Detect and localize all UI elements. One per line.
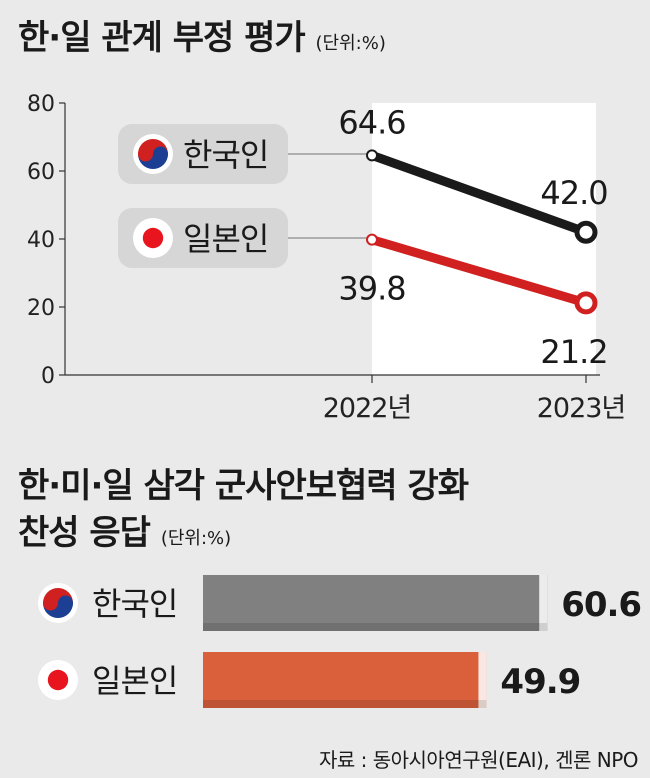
y-tick-label: 80 (27, 92, 55, 117)
japan-flag-icon (38, 660, 78, 700)
y-tick-label: 20 (27, 296, 55, 321)
bar-value-label: 60.6 (561, 585, 641, 625)
data-label: 42.0 (540, 174, 607, 212)
x-tick-label: 2022년 (323, 393, 412, 424)
series-point (574, 291, 598, 315)
y-tick-label: 0 (41, 364, 55, 389)
bar-chart-title-line2: 찬성 응답 (단위:%) (18, 505, 231, 554)
bar-chart-title-line1: 한·미·일 삼각 군사안보협력 강화 (18, 466, 469, 506)
bar-value-label: 49.9 (500, 662, 580, 702)
data-label: 39.8 (338, 270, 405, 308)
y-tick-label: 40 (27, 228, 55, 253)
bar-shadow (203, 700, 487, 708)
japan-flag-icon (133, 218, 173, 258)
x-tick-label: 2023년 (537, 393, 626, 424)
data-label: 64.6 (338, 103, 405, 141)
bar (203, 575, 548, 631)
bar (203, 652, 487, 708)
bar-chart-unit: (단위:%) (160, 528, 232, 549)
legend-label: 일본인 (183, 220, 268, 258)
line-chart-unit: (단위:%) (315, 33, 386, 54)
bar-chart-title-line2-text: 찬성 응답 (18, 513, 151, 553)
korea-flag-icon (38, 583, 78, 623)
line-chart: 0 20 40 60 80 2022년 2023년 한국인 64.6 42.0 일본인 39.8 21.… (27, 92, 626, 424)
legend-label: 한국인 (183, 136, 268, 174)
bar-end-highlight (539, 575, 548, 631)
series-line (367, 235, 591, 308)
korea-flag-icon (133, 134, 173, 174)
line-chart-title-text: 한·일 관계 부정 평가 (18, 18, 306, 58)
bar-category-label: 한국인 (92, 585, 177, 623)
line-chart-title: 한·일 관계 부정 평가 (단위:%) (18, 10, 386, 59)
bar-category-label: 일본인 (92, 662, 177, 700)
bar-shadow (203, 623, 548, 631)
y-tick-label: 60 (27, 160, 55, 185)
series-point (366, 233, 378, 246)
series-point (574, 220, 598, 244)
series-line (367, 150, 591, 237)
series-point (366, 149, 378, 162)
data-label: 21.2 (540, 333, 607, 371)
bar-end-highlight (478, 652, 487, 708)
source-note: 자료 : 동아시아연구원(EAI), 겐론 NPO (318, 748, 639, 772)
plot-highlight-area (372, 103, 596, 375)
